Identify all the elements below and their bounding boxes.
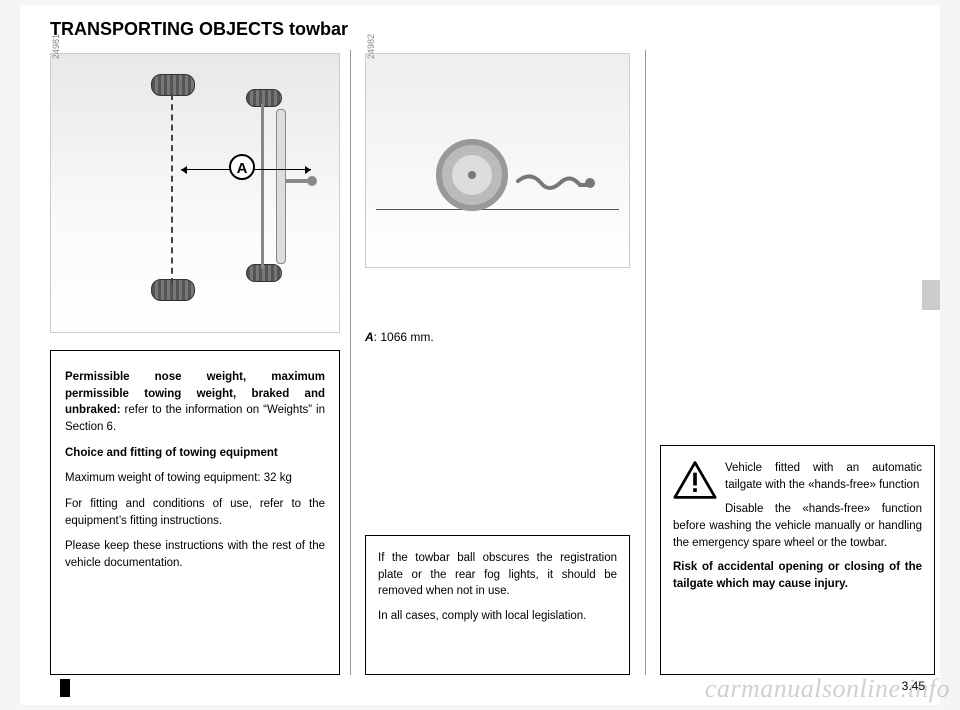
dimension-letter: A xyxy=(365,330,374,344)
dimension-text: A: 1066 mm. xyxy=(365,330,434,344)
text: In all cases, comply with local legislat… xyxy=(378,608,617,625)
column-separator xyxy=(350,50,351,675)
text: Permissible nose weight, maximum permiss… xyxy=(65,369,325,436)
ground-line xyxy=(376,209,619,210)
info-box-towbar-ball: If the towbar ball obscures the registra… xyxy=(365,535,630,675)
text-bold: Risk of accidental opening or closing of… xyxy=(673,559,922,592)
page-title: TRANSPORTING OBJECTS towbar xyxy=(50,19,348,40)
text: Please keep these instructions with the … xyxy=(65,538,325,571)
column-separator xyxy=(645,50,646,675)
text: If the towbar ball obscures the registra… xyxy=(378,550,617,600)
dimension-value: : 1066 mm. xyxy=(374,330,434,344)
text: Maximum weight of towing equipment: 32 k… xyxy=(65,470,325,487)
axle-line xyxy=(171,94,175,284)
page-number: 3.45 xyxy=(902,679,925,693)
info-box-weights: Permissible nose weight, maximum permiss… xyxy=(50,350,340,675)
footer-mark xyxy=(60,679,70,697)
text: For fitting and conditions of use, refer… xyxy=(65,496,325,529)
section-tab xyxy=(922,280,940,310)
axle-line xyxy=(261,104,264,269)
text: Disable the «hands-free» function before… xyxy=(673,501,922,551)
wheel-icon xyxy=(246,89,282,107)
towbar-top-diagram: 24981 A xyxy=(50,53,340,333)
towbar-hook-icon xyxy=(516,169,596,199)
tire-icon xyxy=(436,139,508,211)
text-bold: Choice and fitting of towing equipment xyxy=(65,445,325,462)
wheel-icon xyxy=(246,264,282,282)
image-ref: 24982 xyxy=(366,34,376,59)
towbar-side-diagram: 24982 xyxy=(365,53,630,268)
bumper-shape xyxy=(276,109,286,264)
warning-triangle-icon xyxy=(673,460,717,500)
dimension-marker-a: A xyxy=(229,154,255,180)
warning-box: Vehicle fitted with an automatic tailgat… xyxy=(660,445,935,675)
manual-page: TRANSPORTING OBJECTS towbar 24981 A Perm… xyxy=(20,5,940,705)
hitch-shape xyxy=(286,179,311,183)
wheel-icon xyxy=(151,74,195,96)
image-ref: 24981 xyxy=(51,34,61,59)
